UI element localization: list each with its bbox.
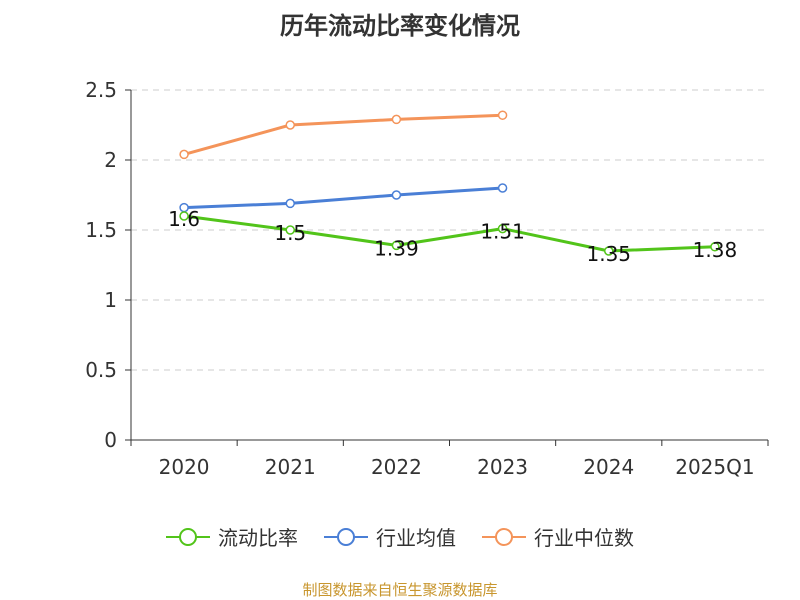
data-point xyxy=(391,190,402,200)
data-label: 1.6 xyxy=(168,207,200,231)
legend-label: 行业均值 xyxy=(376,526,456,550)
x-tick-label: 2021 xyxy=(265,455,316,479)
legend-item-current-ratio[interactable]: 流动比率 xyxy=(166,522,298,551)
data-point xyxy=(179,211,189,221)
chart-title: 历年流动比率变化情况 xyxy=(280,12,520,40)
data-point xyxy=(285,198,295,209)
legend-marker-icon xyxy=(166,527,210,546)
series-line xyxy=(184,186,503,210)
y-tick-label: 1 xyxy=(104,288,117,312)
data-point xyxy=(285,120,295,130)
data-label: 1.35 xyxy=(586,242,631,266)
data-label: 1.39 xyxy=(374,236,419,260)
data-label: 1.51 xyxy=(480,220,525,244)
x-tick-label: 2025Q1 xyxy=(675,455,754,479)
y-tick-label: 2 xyxy=(104,148,117,172)
x-tick-label: 2023 xyxy=(477,455,528,479)
y-tick-label: 0 xyxy=(104,428,117,452)
legend-marker-icon xyxy=(324,527,368,546)
source-note: 制图数据来自恒生聚源数据库 xyxy=(302,581,498,599)
series-line xyxy=(183,214,715,253)
x-tick-label: 2024 xyxy=(583,455,634,479)
legend-label: 行业中位数 xyxy=(534,526,634,550)
chart-legend: 流动比率 行业均值 行业中位数 xyxy=(0,522,800,551)
data-point xyxy=(604,246,614,256)
data-point xyxy=(179,149,189,160)
legend-marker-icon xyxy=(482,527,526,546)
data-point xyxy=(497,183,508,193)
y-tick-label: 0.5 xyxy=(85,358,117,382)
data-label: 1.38 xyxy=(693,238,738,262)
y-tick-label: 1.5 xyxy=(85,218,117,242)
x-tick-label: 2020 xyxy=(159,455,210,479)
data-label: 1.5 xyxy=(274,221,306,245)
data-point xyxy=(497,110,508,120)
legend-label: 流动比率 xyxy=(218,526,298,550)
data-point xyxy=(497,223,508,234)
data-point xyxy=(710,242,720,252)
x-tick-label: 2022 xyxy=(371,455,422,479)
data-point xyxy=(391,114,402,125)
data-point xyxy=(285,225,295,235)
y-tick-label: 2.5 xyxy=(85,78,117,102)
legend-item-industry-mean[interactable]: 行业均值 xyxy=(324,522,456,551)
data-point xyxy=(391,240,402,251)
legend-item-industry-median[interactable]: 行业中位数 xyxy=(482,522,634,551)
series-line xyxy=(183,113,503,156)
